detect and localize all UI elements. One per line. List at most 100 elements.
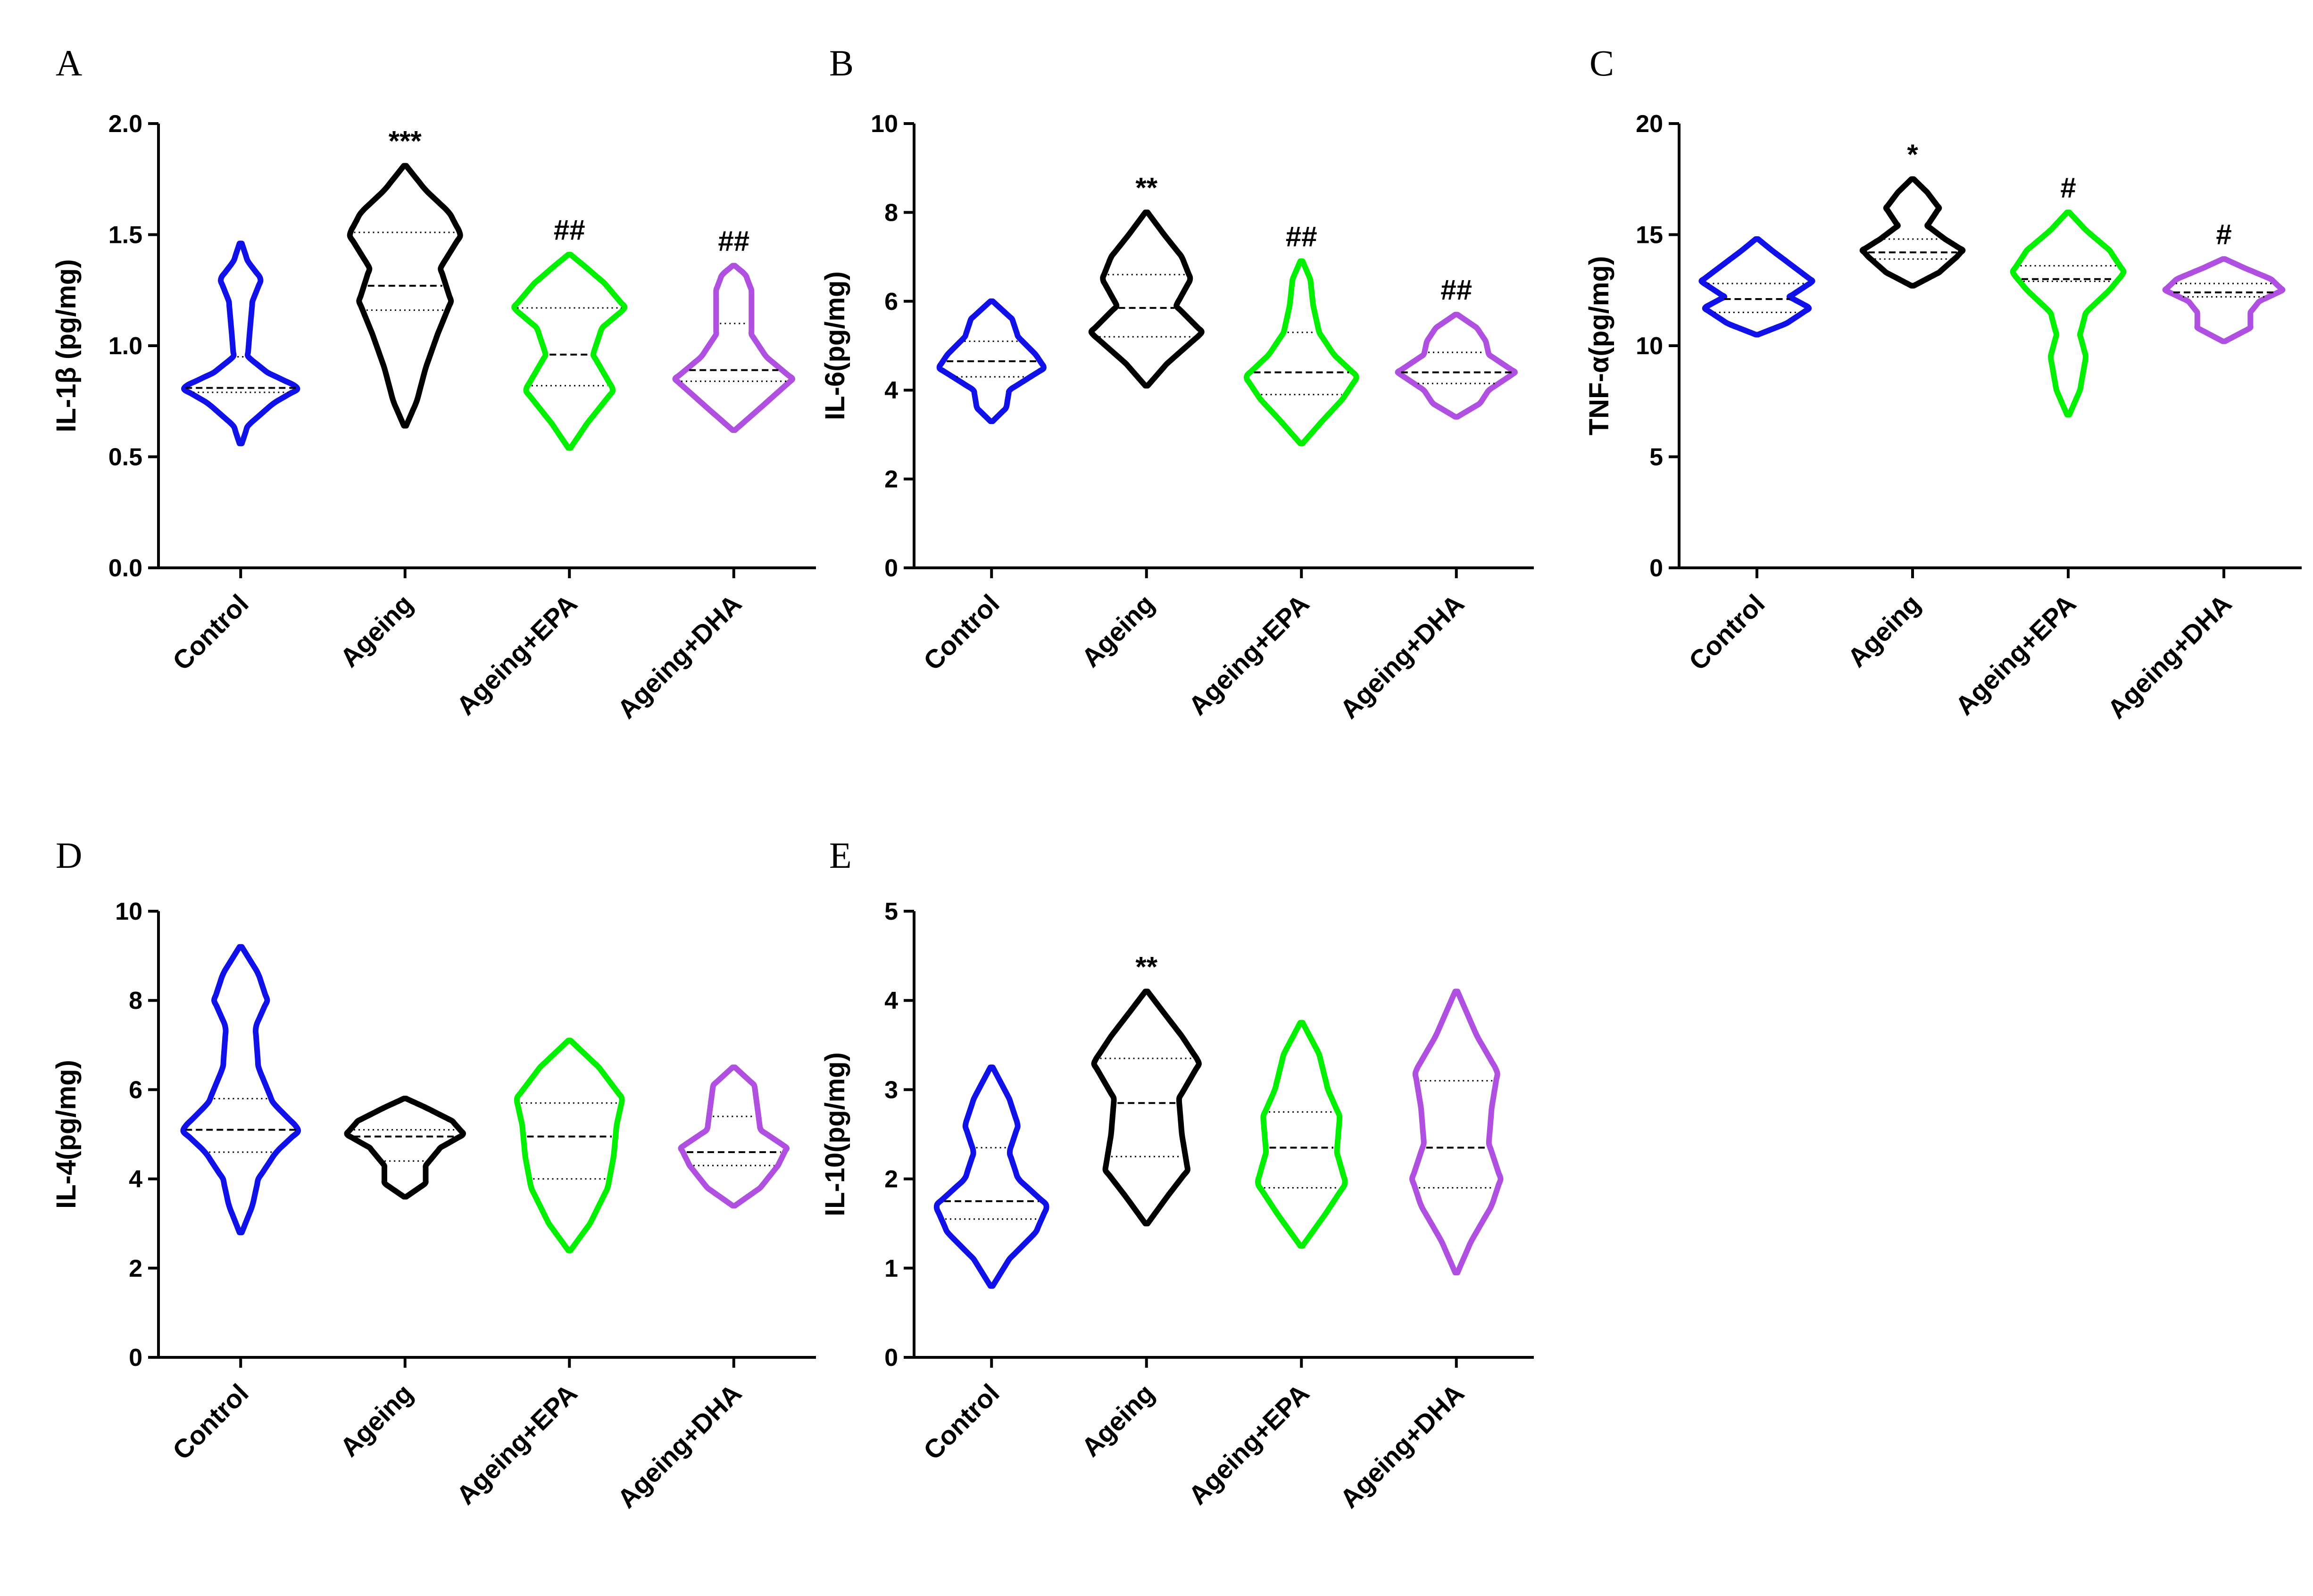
violin-outline <box>1698 236 1815 338</box>
x-tick-label: Control <box>166 589 254 676</box>
violin-ageing-epa <box>1255 1020 1348 1249</box>
panel-A: A 0.0 0.5 1.0 1.5 2.0 IL-1β (pg/mg) Control Agei… <box>51 42 816 724</box>
y-tick-label: 0 <box>884 555 898 582</box>
x-tick-label: Ageing <box>1076 1378 1160 1463</box>
violin-outline <box>1243 258 1359 447</box>
violin-outline <box>678 1064 790 1209</box>
x-tick-label: Ageing <box>334 1378 419 1463</box>
significance-mark: ## <box>718 225 749 257</box>
violin-outline <box>672 263 795 433</box>
significance-mark: *** <box>389 125 422 157</box>
violin-outline <box>344 1096 466 1200</box>
y-tick-label: 0 <box>129 1344 142 1372</box>
y-axis-title: IL-10(pg/mg) <box>820 1052 850 1216</box>
violin-outline <box>1859 176 1966 289</box>
violin-outline <box>180 944 301 1236</box>
y-tick-label: 10 <box>1636 332 1663 360</box>
x-tick-label: Ageing <box>334 589 419 673</box>
y-tick-label: 0 <box>884 1344 898 1372</box>
violin-outline <box>514 1038 625 1253</box>
violin-ageing-dha: ## <box>1395 274 1518 420</box>
y-tick-label: 1 <box>884 1255 898 1282</box>
y-tick-label: 2 <box>884 1166 898 1193</box>
x-tick-label: Ageing <box>1842 589 1926 673</box>
violin-ageing-dha: # <box>2162 218 2286 344</box>
violin-ageing-epa: # <box>2010 172 2127 417</box>
violin-ageing-dha <box>1409 989 1504 1276</box>
y-tick-label: 4 <box>129 1166 142 1193</box>
y-tick-label: 8 <box>884 199 898 226</box>
y-tick-label: 0.0 <box>108 555 142 582</box>
y-tick-label: 10 <box>115 898 142 925</box>
violin-outline <box>511 251 628 451</box>
x-tick-label: Ageing+DHA <box>1334 589 1470 724</box>
y-axis-title: IL-4(pg/mg) <box>51 1060 82 1209</box>
violin-outline <box>181 241 300 447</box>
y-tick-label: 2.0 <box>108 110 142 138</box>
violin-ageing: ** <box>1091 951 1202 1227</box>
y-axis-title: TNF-α(pg/mg) <box>1584 256 1614 435</box>
y-tick-label: 6 <box>884 288 898 316</box>
panel-E: E 0 1 2 3 4 5 IL-10(pg/mg) Control Ageing Ageing+E… <box>820 835 1534 1514</box>
x-tick-label: Control <box>1683 589 1770 676</box>
x-tick-label: Control <box>917 1378 1005 1465</box>
y-tick-label: 0 <box>1649 555 1663 582</box>
violin-ageing: ** <box>1088 172 1205 389</box>
violin-ageing-dha: ## <box>672 225 795 433</box>
x-tick-label: Control <box>917 589 1005 676</box>
y-tick-label: 0.5 <box>108 444 142 471</box>
y-axis-title: IL-1β (pg/mg) <box>51 259 82 432</box>
violin-outline <box>1255 1020 1348 1249</box>
x-tick-label: Ageing+EPA <box>1949 589 2081 721</box>
x-tick-label: Control <box>166 1378 254 1465</box>
x-tick-label: Ageing+DHA <box>612 1378 748 1514</box>
y-tick-label: 15 <box>1636 222 1663 249</box>
violin-outline <box>1091 989 1202 1227</box>
panel-B: B 0 2 4 6 8 10 IL-6(pg/mg) Control Ageing Ageing+E… <box>820 42 1534 724</box>
significance-mark: # <box>2216 218 2231 250</box>
panel-letter: B <box>829 42 854 83</box>
significance-mark: # <box>2060 172 2076 203</box>
violin-control <box>180 944 301 1236</box>
violin-outline <box>347 163 463 429</box>
violin-control <box>936 298 1047 424</box>
panel-letter: E <box>829 835 852 876</box>
violin-control <box>1698 236 1815 338</box>
x-tick-label: Ageing+DHA <box>1334 1378 1470 1514</box>
violin-outline <box>1409 989 1504 1276</box>
y-tick-label: 2 <box>129 1255 142 1282</box>
significance-mark: ## <box>1440 274 1472 306</box>
panel-C: C 0 5 10 15 20 TNF-α(pg/mg) Control Ageing Ageing… <box>1584 42 2302 724</box>
panel-letter: A <box>56 42 82 83</box>
violin-control <box>933 1064 1049 1289</box>
y-tick-label: 5 <box>1649 444 1663 471</box>
significance-mark: ** <box>1135 172 1157 203</box>
violin-outline <box>2010 209 2127 417</box>
violin-ageing: *** <box>347 125 463 429</box>
y-tick-label: 2 <box>884 466 898 493</box>
y-tick-label: 5 <box>884 898 898 925</box>
violin-ageing <box>344 1096 466 1200</box>
y-tick-label: 20 <box>1636 110 1663 138</box>
y-tick-label: 4 <box>884 987 898 1014</box>
x-tick-label: Ageing+EPA <box>450 1378 582 1510</box>
panel-letter: C <box>1589 42 1614 83</box>
violin-outline <box>2162 256 2286 344</box>
panel-letter: D <box>56 835 82 876</box>
x-tick-label: Ageing+DHA <box>2102 589 2238 724</box>
violin-outline <box>1088 209 1205 389</box>
y-tick-label: 4 <box>884 377 898 404</box>
violin-outline <box>933 1064 1049 1289</box>
violin-control <box>181 241 300 447</box>
x-tick-label: Ageing+EPA <box>450 589 582 721</box>
x-tick-label: Ageing+EPA <box>1182 1378 1315 1510</box>
y-tick-label: 3 <box>884 1076 898 1104</box>
significance-mark: ** <box>1135 951 1157 982</box>
y-axis-title: IL-6(pg/mg) <box>820 271 850 420</box>
violin-ageing-dha <box>678 1064 790 1209</box>
significance-mark: * <box>1907 139 1918 170</box>
violin-ageing: * <box>1859 139 1966 289</box>
violin-outline <box>1395 312 1518 420</box>
